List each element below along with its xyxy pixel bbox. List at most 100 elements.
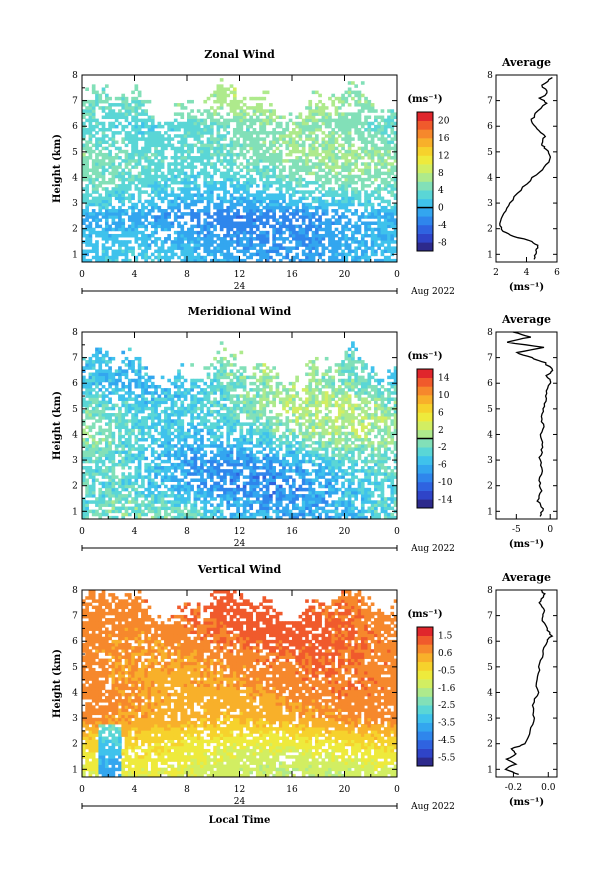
heatmap-cell [193, 121, 198, 126]
heatmap-cell [144, 233, 149, 238]
heatmap-cell [101, 462, 106, 467]
heatmap-cell [387, 140, 391, 144]
heatmap-cell [229, 84, 234, 88]
heatmap-cell [160, 500, 165, 504]
heatmap-cell [351, 237, 355, 241]
heatmap-cell [203, 149, 208, 154]
heatmap-cell [134, 378, 139, 383]
heatmap-cell [114, 103, 119, 107]
heatmap-cell [328, 233, 332, 238]
heatmap-cell [177, 450, 181, 454]
heatmap-cell [213, 372, 217, 377]
heatmap-cell [160, 249, 165, 254]
heatmap-cell [272, 149, 276, 154]
heatmap-cell [164, 506, 168, 511]
heatmap-cell [377, 146, 381, 151]
heatmap-cell [216, 99, 221, 104]
heatmap-cell [239, 227, 244, 232]
heatmap-cell [173, 230, 178, 235]
heatmap-cell [390, 118, 395, 123]
heatmap-cell [95, 447, 99, 451]
heatmap-cell [108, 375, 112, 380]
heatmap-cell [104, 400, 109, 405]
heatmap-cell [229, 168, 234, 173]
heatmap-cell [236, 187, 240, 191]
heatmap-cell [98, 96, 103, 101]
heatmap-cell [275, 124, 280, 129]
heatmap-cell [180, 149, 185, 154]
heatmap-cell [104, 441, 109, 445]
heatmap-cell [226, 243, 231, 247]
heatmap-cell [370, 146, 375, 151]
heatmap-cell [141, 205, 145, 210]
heatmap-cell [95, 96, 99, 101]
heatmap-cell [114, 494, 119, 498]
profile-y-tick-label: 3 [487, 199, 493, 209]
heatmap-cell [357, 131, 362, 135]
heatmap-cell [196, 174, 201, 179]
heatmap-cell [167, 255, 171, 260]
heatmap-cell [252, 118, 257, 123]
heatmap-cell [95, 165, 99, 169]
heatmap-cell [380, 124, 385, 129]
heatmap-cell [101, 384, 106, 389]
heatmap-cell [167, 444, 171, 448]
heatmap-cell [314, 140, 319, 144]
heatmap-cell [118, 199, 122, 204]
heatmap-cell [269, 255, 273, 260]
heatmap-cell [164, 146, 168, 151]
heatmap-cell [269, 109, 273, 113]
heatmap-cell [393, 156, 398, 160]
heatmap-cell [95, 378, 99, 383]
heatmap-cell [190, 196, 194, 201]
heatmap-cell [206, 156, 211, 160]
heatmap-cell [213, 218, 217, 222]
heatmap-cell [144, 143, 149, 148]
heatmap-cell [170, 447, 175, 451]
heatmap-cell [383, 143, 388, 148]
heatmap-cell [206, 391, 211, 395]
heatmap-cell [190, 450, 194, 454]
heatmap-cell [170, 462, 175, 467]
heatmap-cell [272, 218, 276, 222]
heatmap-cell [85, 515, 89, 520]
heatmap-cell [209, 252, 214, 257]
heatmap-cell [262, 240, 267, 244]
heatmap-cell [157, 121, 162, 126]
heatmap-cell [88, 140, 93, 144]
heatmap-cell [134, 494, 139, 498]
heatmap-cell [104, 199, 109, 204]
heatmap-cell [111, 180, 116, 185]
heatmap-cell [121, 240, 126, 244]
heatmap-cell [134, 500, 139, 504]
heatmap-cell [118, 177, 122, 182]
heatmap-cell [301, 196, 306, 201]
heatmap-cell [209, 233, 214, 238]
heatmap-cell [111, 494, 116, 498]
heatmap-cell [193, 378, 198, 383]
heatmap-cell [121, 196, 126, 201]
heatmap-cell [170, 168, 175, 173]
heatmap-cell [150, 118, 155, 123]
heatmap-cell [108, 413, 112, 417]
heatmap-cell [226, 212, 231, 216]
heatmap-cell [285, 121, 290, 126]
heatmap-cell [360, 162, 365, 166]
heatmap-cell [91, 112, 96, 116]
heatmap-cell [108, 162, 112, 166]
heatmap-cell [305, 121, 309, 126]
heatmap-cell [209, 215, 214, 219]
heatmap-cell [91, 394, 96, 398]
heatmap-cell [292, 149, 296, 154]
heatmap-cell [104, 202, 109, 207]
heatmap-cell [187, 388, 191, 392]
heatmap-cell [190, 131, 194, 135]
heatmap-cell [196, 391, 201, 395]
heatmap-cell [127, 403, 132, 408]
heatmap-cell [111, 112, 116, 116]
heatmap-cell [88, 230, 93, 235]
heatmap-cell [147, 162, 152, 166]
heatmap-cell [180, 434, 185, 439]
heatmap-cell [259, 127, 263, 132]
heatmap-cell [164, 459, 168, 464]
